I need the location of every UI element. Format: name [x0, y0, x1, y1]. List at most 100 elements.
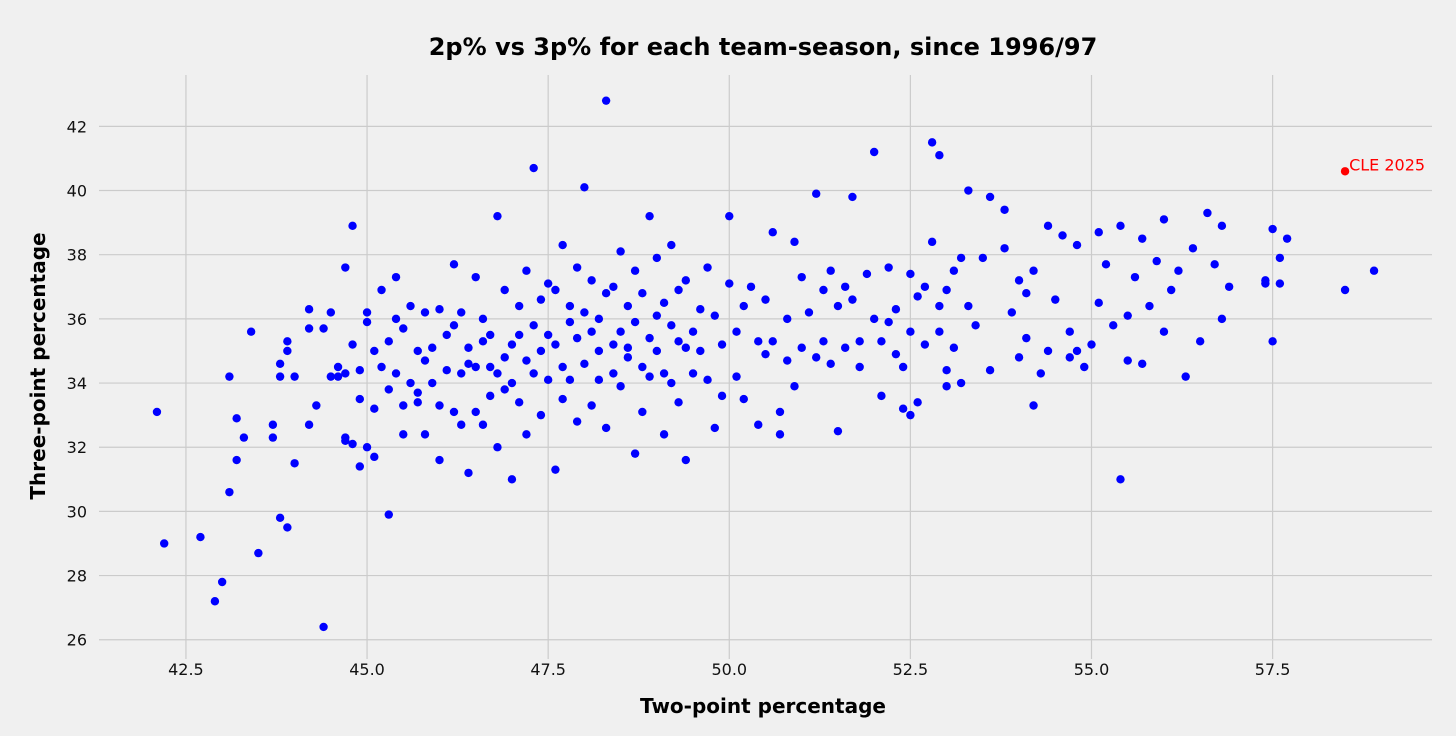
x-tick-label: 45.0 — [349, 660, 385, 679]
data-point — [1159, 215, 1169, 224]
data-point — [442, 330, 451, 340]
data-point — [754, 420, 763, 429]
data-point — [645, 372, 654, 381]
data-point — [457, 369, 466, 378]
data-point — [681, 455, 691, 465]
data-point — [819, 285, 828, 295]
data-point — [1130, 272, 1140, 282]
data-point — [152, 407, 162, 417]
grid-lines — [99, 75, 1432, 659]
data-point — [804, 308, 814, 317]
data-point — [630, 449, 640, 458]
data-point — [1188, 244, 1198, 253]
data-point — [623, 301, 633, 311]
data-point — [1051, 295, 1060, 304]
data-point — [638, 407, 647, 417]
data-point — [1181, 372, 1190, 381]
data-point — [362, 317, 372, 327]
data-point — [348, 221, 357, 231]
data-point — [500, 385, 509, 394]
data-point — [1340, 285, 1350, 295]
data-point — [638, 288, 647, 298]
data-point — [428, 343, 437, 352]
data-point — [623, 353, 633, 362]
y-tick-label: 40 — [67, 182, 87, 201]
data-point — [225, 487, 234, 497]
data-point — [341, 263, 350, 272]
data-point — [652, 253, 662, 263]
data-point — [420, 430, 430, 439]
data-point — [580, 183, 589, 192]
data-point — [783, 314, 792, 324]
data-point — [840, 282, 850, 291]
data-point — [283, 346, 292, 356]
data-point — [1268, 224, 1277, 234]
data-point — [652, 311, 662, 320]
data-point — [536, 346, 546, 356]
data-point — [493, 369, 502, 378]
x-axis-label: Two-point percentage — [640, 694, 886, 718]
data-point — [1094, 298, 1103, 308]
data-point — [399, 430, 408, 439]
data-point — [514, 398, 524, 407]
data-point — [1145, 301, 1154, 311]
data-point — [333, 362, 343, 372]
data-point — [160, 539, 169, 548]
data-point — [478, 314, 488, 324]
data-point — [1087, 340, 1096, 349]
data-point — [884, 317, 893, 327]
data-point — [522, 356, 531, 365]
data-point — [326, 308, 336, 317]
data-point — [609, 340, 618, 349]
data-point — [667, 321, 676, 330]
y-tick-label: 38 — [67, 246, 87, 265]
data-point — [775, 407, 785, 417]
y-tick-label: 26 — [67, 631, 87, 650]
data-point — [551, 340, 560, 349]
data-point — [478, 337, 488, 346]
data-point — [268, 420, 278, 429]
data-point — [1275, 279, 1285, 288]
data-point — [638, 362, 647, 372]
x-tick-label: 47.5 — [530, 660, 566, 679]
y-tick-label: 28 — [67, 567, 87, 586]
data-point — [652, 346, 662, 356]
data-point — [1029, 266, 1038, 275]
data-point — [717, 340, 727, 349]
data-point — [1043, 221, 1053, 231]
data-point — [587, 327, 596, 336]
data-point — [464, 359, 473, 368]
data-point — [956, 378, 966, 388]
chart-title: 2p% vs 3p% for each team-season, since 1… — [429, 33, 1098, 61]
data-point — [935, 301, 944, 311]
data-point — [399, 401, 408, 410]
data-point — [645, 333, 654, 343]
data-point — [370, 452, 379, 462]
data-point — [906, 269, 915, 279]
data-point — [1159, 327, 1169, 336]
y-axis-ticks: 26 28 30 32 34 36 38 40 42 — [67, 117, 87, 649]
data-point — [319, 324, 328, 333]
data-point — [1116, 221, 1125, 231]
data-point — [529, 321, 538, 330]
data-point — [486, 330, 495, 340]
data-point — [290, 372, 299, 381]
data-point — [942, 285, 951, 295]
data-point — [449, 321, 459, 330]
data-point — [725, 211, 734, 221]
data-point — [898, 362, 908, 372]
x-tick-label: 42.5 — [168, 660, 204, 679]
data-point — [319, 622, 328, 632]
data-point — [1101, 260, 1111, 269]
data-point — [1369, 266, 1379, 275]
y-tick-label: 34 — [67, 374, 87, 393]
data-point — [514, 330, 524, 340]
data-point — [1116, 475, 1125, 484]
y-tick-label: 42 — [67, 117, 87, 136]
data-point — [558, 394, 567, 404]
data-point — [761, 349, 770, 359]
data-point — [681, 276, 691, 285]
data-point — [551, 285, 560, 295]
x-tick-label: 50.0 — [711, 660, 747, 679]
data-point — [710, 311, 719, 320]
